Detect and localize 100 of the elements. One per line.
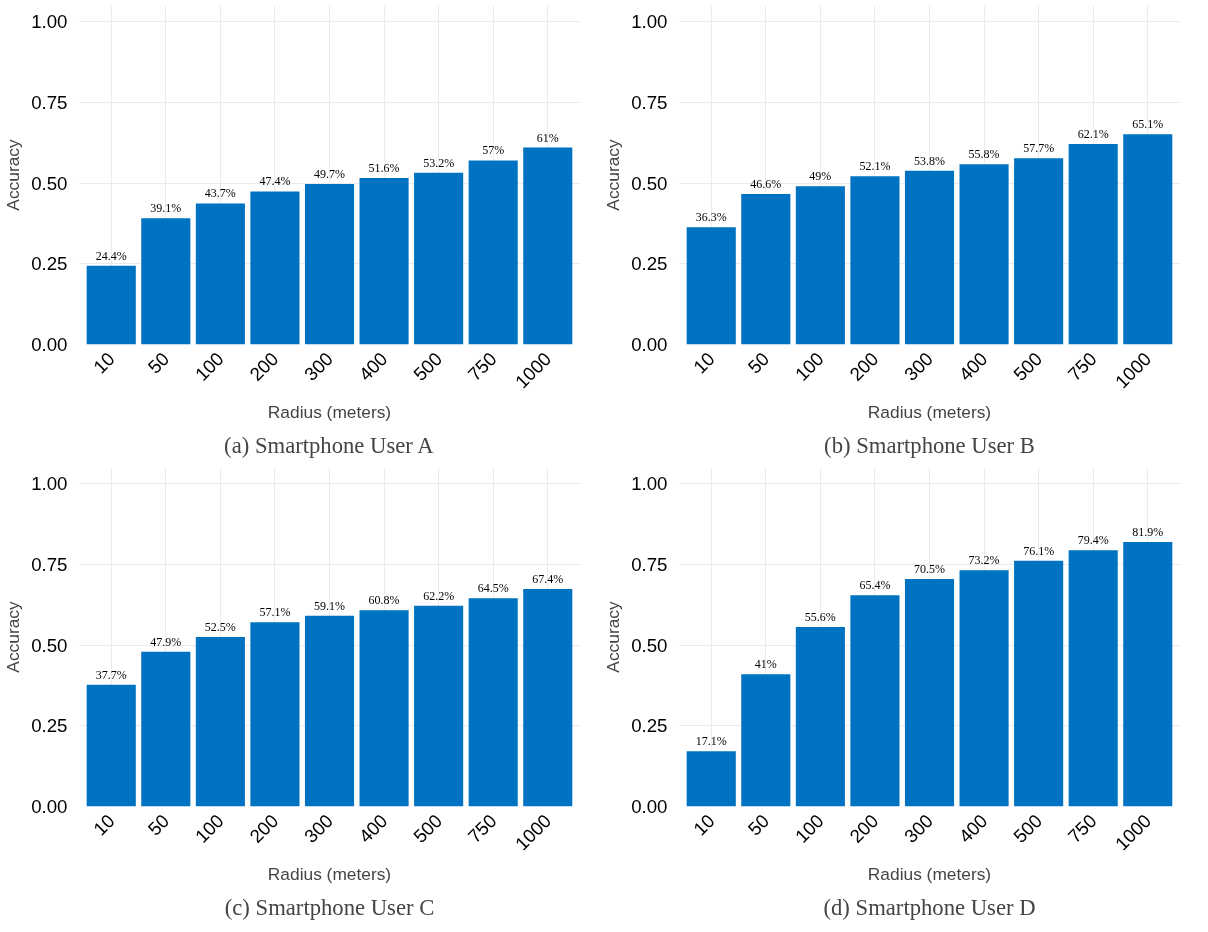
data-label: 51.6%: [368, 160, 400, 175]
data-label: 39.1%: [150, 201, 182, 216]
x-tick-label: 50: [143, 810, 174, 840]
x-tick-label: 100: [190, 348, 228, 385]
x-tick-label: 500: [409, 348, 447, 385]
x-axis-title: Radius (meters): [267, 402, 392, 423]
data-label: 64.5%: [477, 581, 509, 596]
y-tick-label: 1.00: [31, 473, 68, 495]
data-label: 59.1%: [314, 598, 345, 613]
data-label: 76.1%: [1023, 543, 1055, 558]
data-label: 62.2%: [423, 588, 455, 603]
data-label: 49.7%: [314, 167, 345, 182]
x-tick-label: 50: [743, 810, 774, 840]
x-tick-label: 750: [463, 348, 501, 385]
data-label: 79.4%: [1077, 533, 1109, 548]
y-tick-label: 0.75: [31, 91, 68, 113]
text: (b) Smartphone User B: [824, 432, 1035, 458]
data-label: 41%: [754, 657, 777, 672]
x-tick-label: 400: [354, 810, 392, 847]
data-label: 17.1%: [695, 734, 727, 749]
x-tick-label: 100: [790, 348, 828, 385]
data-label: 67.4%: [532, 571, 564, 586]
x-tick-label: 200: [245, 348, 283, 385]
data-label: 65.1%: [1132, 117, 1164, 132]
data-label: 55.8%: [968, 147, 1000, 162]
x-tick-label: 50: [743, 348, 774, 378]
y-tick-label: 0.25: [31, 715, 68, 737]
y-axis-title: Accuracy: [3, 601, 24, 673]
x-tick-label: 500: [1009, 348, 1047, 385]
text: (c) Smartphone User C: [224, 894, 435, 920]
x-tick-label: 200: [845, 348, 883, 385]
data-label: 61%: [536, 130, 559, 145]
y-tick-label: 0.25: [31, 253, 68, 275]
text: (d) Smartphone User D: [823, 894, 1036, 920]
x-tick-label: 400: [954, 810, 992, 847]
y-tick-label: 0.50: [31, 634, 68, 656]
data-label: 53.2%: [423, 155, 455, 170]
data-label: 52.1%: [859, 159, 891, 174]
y-axis-title: Accuracy: [603, 139, 624, 211]
data-label: 49%: [809, 169, 832, 184]
x-tick-label: 400: [954, 348, 992, 385]
x-tick-label: 100: [190, 810, 228, 847]
data-label: 60.8%: [368, 593, 400, 608]
x-tick-label: 100: [790, 810, 828, 847]
data-label: 57.1%: [259, 605, 291, 620]
y-tick-label: 0.25: [631, 715, 668, 737]
data-label: 46.6%: [750, 177, 782, 192]
x-tick-label: 500: [409, 810, 447, 847]
data-label: 53.8%: [914, 153, 945, 168]
y-tick-label: 1.00: [631, 473, 668, 495]
data-label: 47.4%: [259, 174, 291, 189]
y-tick-label: 0.25: [631, 253, 668, 275]
x-axis-title: Radius (meters): [867, 864, 992, 885]
data-label: 62.1%: [1077, 127, 1109, 142]
data-label: 36.3%: [695, 210, 727, 225]
data-label: 70.5%: [914, 561, 945, 576]
text: (a) Smartphone User A: [224, 432, 435, 458]
y-tick-label: 0.75: [31, 553, 68, 575]
data-label: 24.4%: [95, 248, 127, 263]
data-label: 52.5%: [204, 620, 236, 634]
x-tick-label: 200: [245, 810, 283, 847]
x-tick-label: 10: [689, 810, 719, 840]
y-tick-label: 0.00: [631, 334, 668, 355]
x-tick-label: 300: [900, 348, 937, 385]
data-label: 81.9%: [1132, 525, 1164, 540]
x-tick-label: 300: [300, 810, 337, 847]
x-tick-label: 300: [900, 810, 937, 847]
data-label: 47.9%: [150, 634, 182, 649]
y-tick-label: 1.00: [31, 11, 68, 33]
y-tick-label: 0.75: [631, 91, 668, 113]
y-axis-title: Accuracy: [3, 139, 24, 211]
x-axis-title: Radius (meters): [267, 864, 392, 885]
data-label: 55.6%: [804, 609, 836, 624]
x-tick-label: 400: [354, 348, 392, 385]
y-axis-title: Accuracy: [603, 601, 624, 673]
y-tick-label: 1.00: [631, 11, 668, 33]
x-tick-label: 50: [143, 348, 174, 378]
x-tick-label: 10: [89, 810, 119, 840]
data-label: 43.7%: [204, 186, 236, 201]
data-label: 57.7%: [1023, 141, 1055, 156]
y-tick-label: 0.50: [31, 172, 68, 194]
x-tick-label: 500: [1009, 810, 1047, 847]
y-tick-label: 0.00: [31, 796, 68, 817]
y-tick-label: 0.50: [631, 634, 668, 656]
x-tick-label: 750: [1063, 810, 1101, 847]
x-tick-label: 300: [300, 348, 337, 385]
data-label: 37.7%: [95, 667, 127, 682]
y-tick-label: 0.75: [631, 553, 668, 575]
x-tick-label: 750: [463, 810, 501, 847]
x-tick-label: 10: [89, 348, 119, 378]
y-tick-label: 0.00: [631, 796, 668, 817]
x-tick-label: 750: [1063, 348, 1101, 385]
y-tick-label: 0.50: [631, 172, 668, 194]
x-axis-title: Radius (meters): [867, 402, 992, 423]
data-label: 73.2%: [968, 553, 1000, 568]
data-label: 65.4%: [859, 578, 891, 593]
y-tick-label: 0.00: [31, 334, 68, 355]
x-tick-label: 10: [689, 348, 719, 378]
x-tick-label: 200: [845, 810, 883, 847]
data-label: 57%: [482, 143, 505, 158]
